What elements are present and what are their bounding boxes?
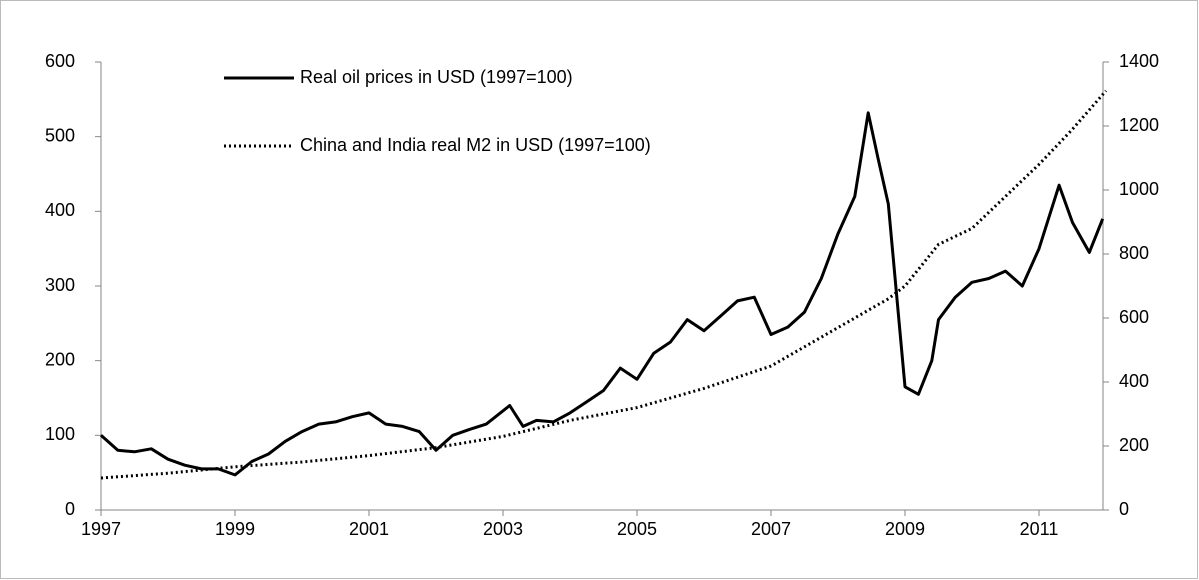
y2-tick-label: 400 bbox=[1119, 371, 1149, 391]
legend-label: China and India real M2 in USD (1997=100… bbox=[300, 135, 651, 155]
x-tick-label: 2011 bbox=[1020, 519, 1059, 539]
y-tick-label: 500 bbox=[45, 125, 75, 145]
x-tick-label: 2001 bbox=[349, 519, 389, 539]
x-tick-label: 2003 bbox=[483, 519, 523, 539]
y2-tick-label: 200 bbox=[1119, 435, 1149, 455]
y-tick-label: 300 bbox=[45, 275, 75, 295]
legend-label: Real oil prices in USD (1997=100) bbox=[300, 67, 573, 87]
series-line bbox=[100, 89, 1108, 480]
y-tick-label: 200 bbox=[45, 349, 75, 369]
y-tick-label: 400 bbox=[45, 200, 75, 220]
series-line bbox=[100, 111, 1105, 477]
x-tick-label: 1997 bbox=[81, 519, 121, 539]
y2-tick-label: 800 bbox=[1119, 243, 1149, 263]
x-tick-label: 2005 bbox=[617, 519, 657, 539]
y2-tick-label: 1400 bbox=[1119, 51, 1159, 71]
y2-tick-label: 1200 bbox=[1119, 115, 1159, 135]
y-tick-label: 100 bbox=[45, 424, 75, 444]
x-tick-label: 2009 bbox=[885, 519, 925, 539]
y2-tick-label: 600 bbox=[1119, 307, 1149, 327]
y-tick-label: 0 bbox=[65, 499, 75, 519]
y2-tick-label: 1000 bbox=[1119, 179, 1159, 199]
x-tick-label: 2007 bbox=[751, 519, 791, 539]
y2-tick-label: 0 bbox=[1119, 499, 1129, 519]
x-tick-label: 1999 bbox=[215, 519, 255, 539]
y-tick-label: 600 bbox=[45, 51, 75, 71]
